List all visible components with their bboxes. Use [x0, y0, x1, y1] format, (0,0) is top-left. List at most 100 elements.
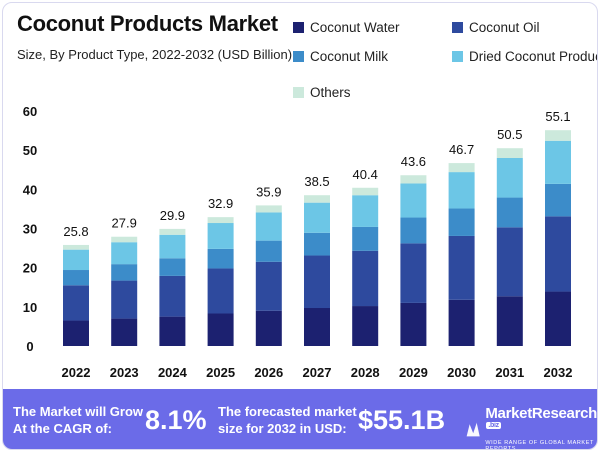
bar-segment — [255, 212, 282, 241]
footer-banner: The Market will Grow At the CAGR of: 8.1… — [3, 389, 597, 449]
bar-segment — [63, 270, 89, 286]
bar-total-label: 29.9 — [160, 208, 185, 223]
bar-segment — [304, 255, 330, 309]
bar-segment — [207, 313, 234, 346]
bar-segment — [448, 299, 475, 346]
bar-segment — [207, 223, 234, 249]
chart-title: Coconut Products Market — [17, 11, 278, 36]
bar-total-label: 46.7 — [449, 142, 474, 157]
bar-segment — [448, 235, 475, 300]
bar-segment — [545, 291, 571, 346]
legend-swatch — [293, 87, 304, 98]
bar-segment — [545, 216, 571, 292]
x-tick-label: 2031 — [495, 365, 524, 380]
legend-item-dried-coconut-products: Dried Coconut Products — [452, 49, 598, 64]
legend-label: Others — [310, 85, 351, 100]
bar-total-label: 25.8 — [63, 224, 88, 239]
bar-total-label: 38.5 — [304, 174, 329, 189]
bar-segment — [255, 240, 282, 262]
bar-segment — [400, 175, 427, 184]
x-tick-label: 2030 — [447, 365, 476, 380]
bar-segment — [448, 208, 475, 236]
bar-segment — [159, 234, 186, 259]
bar-segment — [207, 248, 234, 269]
x-tick-label: 2024 — [158, 365, 188, 380]
bar-segment — [207, 217, 234, 224]
bar-segment — [63, 244, 89, 250]
bar-segment — [545, 130, 571, 141]
bar-segment — [207, 268, 234, 314]
bar-segment — [400, 302, 427, 346]
x-tick-label: 2025 — [206, 365, 235, 380]
bar-total-label: 27.9 — [112, 216, 137, 231]
y-tick-label: 50 — [23, 143, 37, 158]
legend-swatch — [293, 22, 304, 33]
bar-segment — [111, 280, 138, 319]
forecast-label-line2: size for 2032 in USD: — [218, 421, 347, 436]
brand-name: MarketResearch.biz — [485, 405, 597, 439]
bar-segment — [111, 264, 138, 281]
bar-segment — [352, 250, 379, 307]
bar-segment — [448, 163, 475, 173]
bar-segment — [255, 261, 282, 311]
cagr-label-line1: The Market will Grow — [13, 404, 144, 419]
bar-total-label: 55.1 — [545, 109, 570, 124]
bar-segment — [400, 243, 427, 303]
bar-segment — [352, 187, 379, 196]
legend-swatch — [452, 51, 463, 62]
bar-segment — [111, 318, 138, 346]
y-tick-label: 30 — [23, 222, 37, 237]
bar-segment — [304, 232, 330, 256]
brand-badge: .biz — [486, 422, 501, 429]
y-tick-label: 40 — [23, 182, 37, 197]
y-tick-label: 0 — [26, 339, 33, 354]
bar-segment — [304, 195, 330, 203]
legend-swatch — [293, 51, 304, 62]
bar-segment — [352, 306, 379, 346]
x-tick-label: 2026 — [254, 365, 283, 380]
cagr-label-line2: At the CAGR of: — [13, 421, 112, 436]
bar-segment — [496, 158, 523, 198]
bar-total-label: 50.5 — [497, 127, 522, 142]
bar-segment — [496, 148, 523, 158]
x-tick-label: 2029 — [399, 365, 428, 380]
market-research-logo-icon — [466, 420, 480, 436]
legend-label: Dried Coconut Products — [469, 49, 598, 64]
legend-item-coconut-milk: Coconut Milk — [293, 49, 388, 64]
bar-segment — [63, 285, 89, 321]
bar-segment — [545, 183, 571, 217]
bar-total-label: 40.4 — [353, 167, 378, 182]
forecast-value: $55.1B — [358, 405, 446, 435]
legend-swatch — [452, 22, 463, 33]
bar-segment — [496, 227, 523, 297]
forecast-label-line1: The forecasted market — [218, 404, 357, 419]
bar-segment — [255, 310, 282, 346]
x-tick-label: 2027 — [303, 365, 332, 380]
x-tick-label: 2028 — [351, 365, 380, 380]
x-tick-label: 2023 — [110, 365, 139, 380]
bar-total-label: 32.9 — [208, 196, 233, 211]
bar-segment — [111, 242, 138, 265]
x-tick-label: 2032 — [544, 365, 573, 380]
cagr-value: 8.1% — [145, 405, 207, 435]
bar-segment — [304, 308, 330, 346]
legend-item-others: Others — [293, 85, 351, 100]
bar-segment — [159, 228, 186, 235]
bar-segment — [496, 197, 523, 228]
y-tick-label: 20 — [23, 261, 37, 276]
legend-label: Coconut Oil — [469, 20, 540, 35]
bar-segment — [400, 183, 427, 218]
bar-total-label: 43.6 — [401, 154, 426, 169]
legend-label: Coconut Water — [310, 20, 400, 35]
x-tick-label: 2022 — [62, 365, 91, 380]
y-tick-label: 60 — [23, 104, 37, 119]
bar-segment — [111, 236, 138, 243]
bar-segment — [304, 202, 330, 233]
y-tick-label: 10 — [23, 300, 37, 315]
bar-segment — [63, 249, 89, 271]
forecast-label: The forecasted market size for 2032 in U… — [218, 403, 357, 437]
bar-segment — [448, 172, 475, 209]
stacked-bar-chart: 010203040506025.8202227.9202329.9202432.… — [23, 104, 573, 380]
bar-segment — [400, 217, 427, 244]
